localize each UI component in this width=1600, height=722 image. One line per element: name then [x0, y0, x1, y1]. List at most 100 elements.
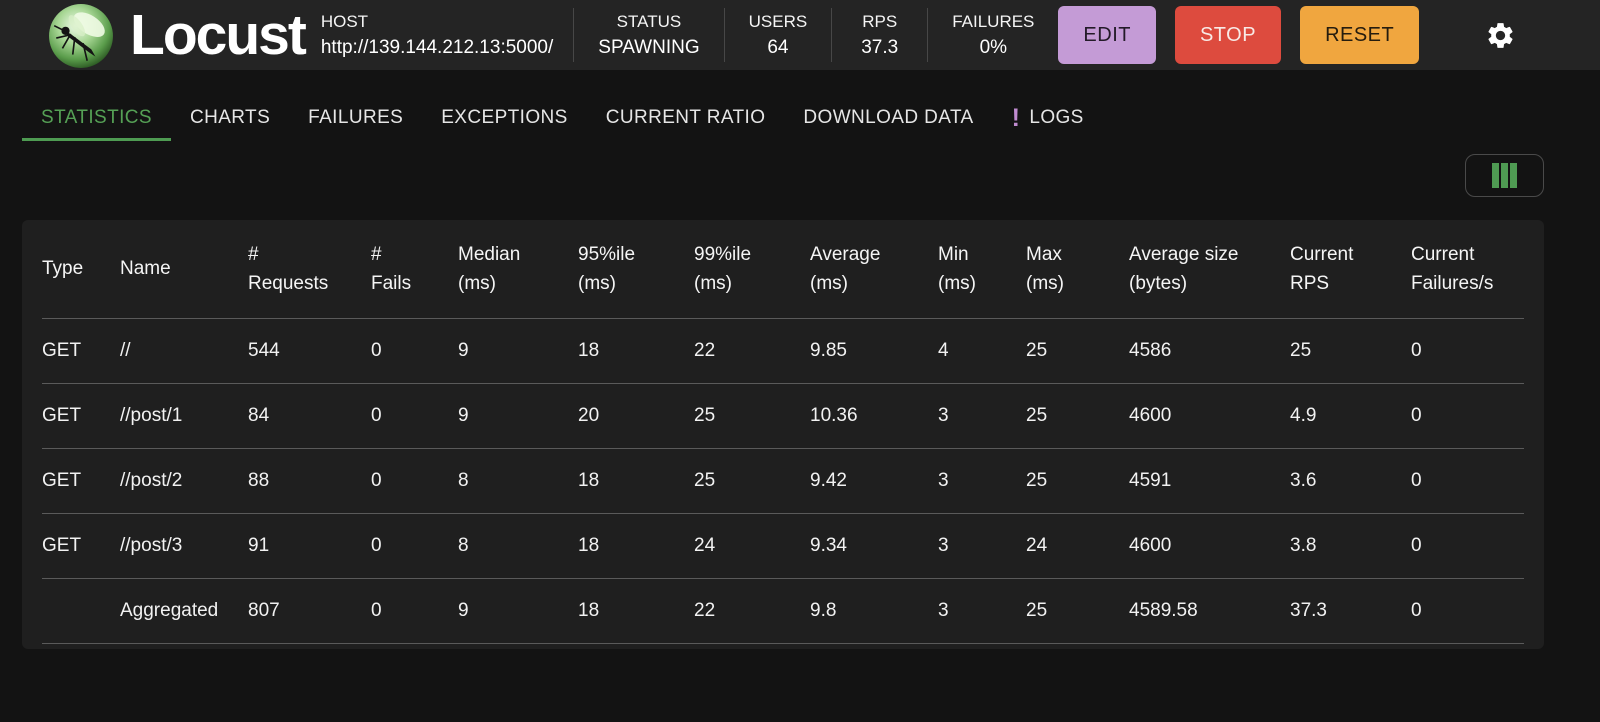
- column-selector-button[interactable]: [1465, 154, 1544, 197]
- table-cell: 10.36: [810, 383, 938, 449]
- statistics-table-card: Type Name # Requests # Fails Median (ms) 95%ile(…: [22, 220, 1544, 649]
- column-header-requests[interactable]: # Requests: [248, 220, 371, 319]
- table-cell: 807: [248, 578, 371, 644]
- table-cell: [42, 578, 120, 644]
- table-cell: 0: [371, 383, 458, 449]
- table-cell: GET: [42, 318, 120, 384]
- table-cell: 22: [694, 318, 810, 384]
- host-info: HOST http://139.144.212.13:5000/: [321, 9, 553, 61]
- logs-alert-icon: !: [1011, 103, 1021, 132]
- column-header-current-rps[interactable]: Current RPS: [1290, 220, 1411, 319]
- table-cell: 4591: [1129, 448, 1290, 514]
- table-cell: 18: [578, 448, 694, 514]
- edit-button[interactable]: EDIT: [1058, 6, 1156, 64]
- header-buttons: EDIT STOP RESET: [1058, 6, 1420, 64]
- app-title: Locust: [130, 3, 307, 67]
- table-cell: 84: [248, 383, 371, 449]
- table-cell: 24: [1026, 513, 1129, 579]
- table-cell: 0: [1411, 383, 1524, 449]
- tab-exceptions[interactable]: EXCEPTIONS: [422, 98, 586, 141]
- table-cell: 25: [694, 383, 810, 449]
- host-label: HOST: [320, 12, 369, 31]
- table-toolbar: [0, 154, 1544, 197]
- table-cell: 9.42: [810, 448, 938, 514]
- stat-label: RPS: [862, 12, 898, 31]
- stat-value: SPAWNING: [598, 37, 700, 58]
- table-cell: //post/3: [120, 513, 248, 579]
- table-cell: GET: [42, 448, 120, 514]
- statistics-table: Type Name # Requests # Fails Median (ms) 95%ile(…: [42, 220, 1524, 644]
- table-cell: 18: [578, 318, 694, 384]
- host-url: http://139.144.212.13:5000/: [320, 37, 554, 58]
- table-cell: 25: [1026, 448, 1129, 514]
- stop-button[interactable]: STOP: [1174, 6, 1282, 64]
- table-cell: 91: [248, 513, 371, 579]
- tab-label: LOGS: [1029, 107, 1084, 128]
- settings-button[interactable]: [1485, 20, 1516, 51]
- table-cell: 0: [371, 513, 458, 579]
- table-row: GET//post/1 84 0 9 20 25 10.36 3 25 4600 4.9 0: [42, 383, 1524, 449]
- column-header-average-size-bytes[interactable]: Average size (bytes): [1129, 220, 1290, 319]
- column-header-current-failures-s[interactable]: Current Failures/s: [1411, 220, 1524, 319]
- table-cell: 0: [371, 578, 458, 644]
- table-row: GET//544 0 9 18 22 9.85 4 25 4586 25 0: [42, 318, 1524, 384]
- header-stat-status: STATUS SPAWNING: [573, 8, 723, 62]
- table-cell: 25: [1026, 318, 1129, 384]
- tab-download-data[interactable]: DOWNLOAD DATA: [784, 98, 992, 141]
- column-header-95-ile-ms[interactable]: 95%ile (ms): [578, 220, 694, 319]
- table-cell: 544: [248, 318, 371, 384]
- tab-current-ratio[interactable]: CURRENT RATIO: [587, 98, 785, 141]
- table-cell: 25: [1290, 318, 1411, 384]
- tab-charts[interactable]: CHARTS: [171, 98, 289, 141]
- table-cell: 3: [938, 513, 1026, 579]
- column-header-fails[interactable]: # Fails: [371, 220, 458, 319]
- tab-statistics[interactable]: STATISTICS: [22, 98, 171, 141]
- table-cell: 88: [248, 448, 371, 514]
- tab-label: STATISTICS: [41, 107, 152, 128]
- columns-icon: [1492, 163, 1517, 188]
- stat-label: FAILURES: [952, 12, 1035, 31]
- table-cell: 8: [458, 513, 578, 579]
- tab-label: CURRENT RATIO: [605, 107, 766, 128]
- stat-label: STATUS: [616, 12, 682, 31]
- column-header-median-ms[interactable]: Median (ms): [458, 220, 578, 319]
- table-cell: Aggregated: [120, 578, 248, 644]
- column-header-min-ms[interactable]: Min (ms): [938, 220, 1026, 319]
- table-cell: 25: [694, 448, 810, 514]
- table-row: GET//post/3 91 0 8 18 24 9.34 3 24 4600 3.8 0: [42, 513, 1524, 579]
- table-cell: 0: [371, 318, 458, 384]
- tab-logs[interactable]: ! LOGS: [993, 98, 1103, 141]
- tab-label: DOWNLOAD DATA: [803, 107, 974, 128]
- table-cell: //: [120, 318, 248, 384]
- column-header-type[interactable]: Type: [42, 220, 120, 319]
- column-header-average-ms[interactable]: Average (ms): [810, 220, 938, 319]
- stat-value: 64: [767, 37, 789, 58]
- table-cell: //post/2: [120, 448, 248, 514]
- gear-icon: [1488, 22, 1513, 48]
- header-stat-rps: RPS 37.3: [831, 8, 927, 62]
- table-cell: 4.9: [1290, 383, 1411, 449]
- column-header-max-ms[interactable]: Max (ms): [1026, 220, 1129, 319]
- column-header-99-ile-ms[interactable]: 99%ile (ms): [694, 220, 810, 319]
- table-row: GET//post/2 88 0 8 18 25 9.42 3 25 4591 3.6 0: [42, 448, 1524, 514]
- table-cell: 3: [938, 448, 1026, 514]
- table-cell: GET: [42, 513, 120, 579]
- table-cell: 9.34: [810, 513, 938, 579]
- table-cell: 9: [458, 383, 578, 449]
- table-cell: 3.6: [1290, 448, 1411, 514]
- table-cell: 4586: [1129, 318, 1290, 384]
- table-row: Aggregated 807 0 9 18 22 9.8 3 25 4589.58 37.3 0: [42, 578, 1524, 644]
- table-cell: 18: [578, 578, 694, 644]
- table-cell: 24: [694, 513, 810, 579]
- tab-label: FAILURES: [308, 107, 404, 128]
- column-header-name[interactable]: Name: [120, 220, 248, 319]
- app-header: Locust HOST http://139.144.212.13:5000/ …: [0, 0, 1600, 70]
- stat-label: USERS: [748, 12, 808, 31]
- header-stat-users: USERS 64: [723, 8, 832, 62]
- table-cell: 4589.58: [1129, 578, 1290, 644]
- header-stat-failures: FAILURES 0%: [927, 8, 1058, 62]
- reset-button[interactable]: RESET: [1300, 6, 1420, 64]
- locust-logo-icon[interactable]: [48, 3, 114, 69]
- tab-failures[interactable]: FAILURES: [289, 98, 422, 141]
- table-cell: 9: [458, 578, 578, 644]
